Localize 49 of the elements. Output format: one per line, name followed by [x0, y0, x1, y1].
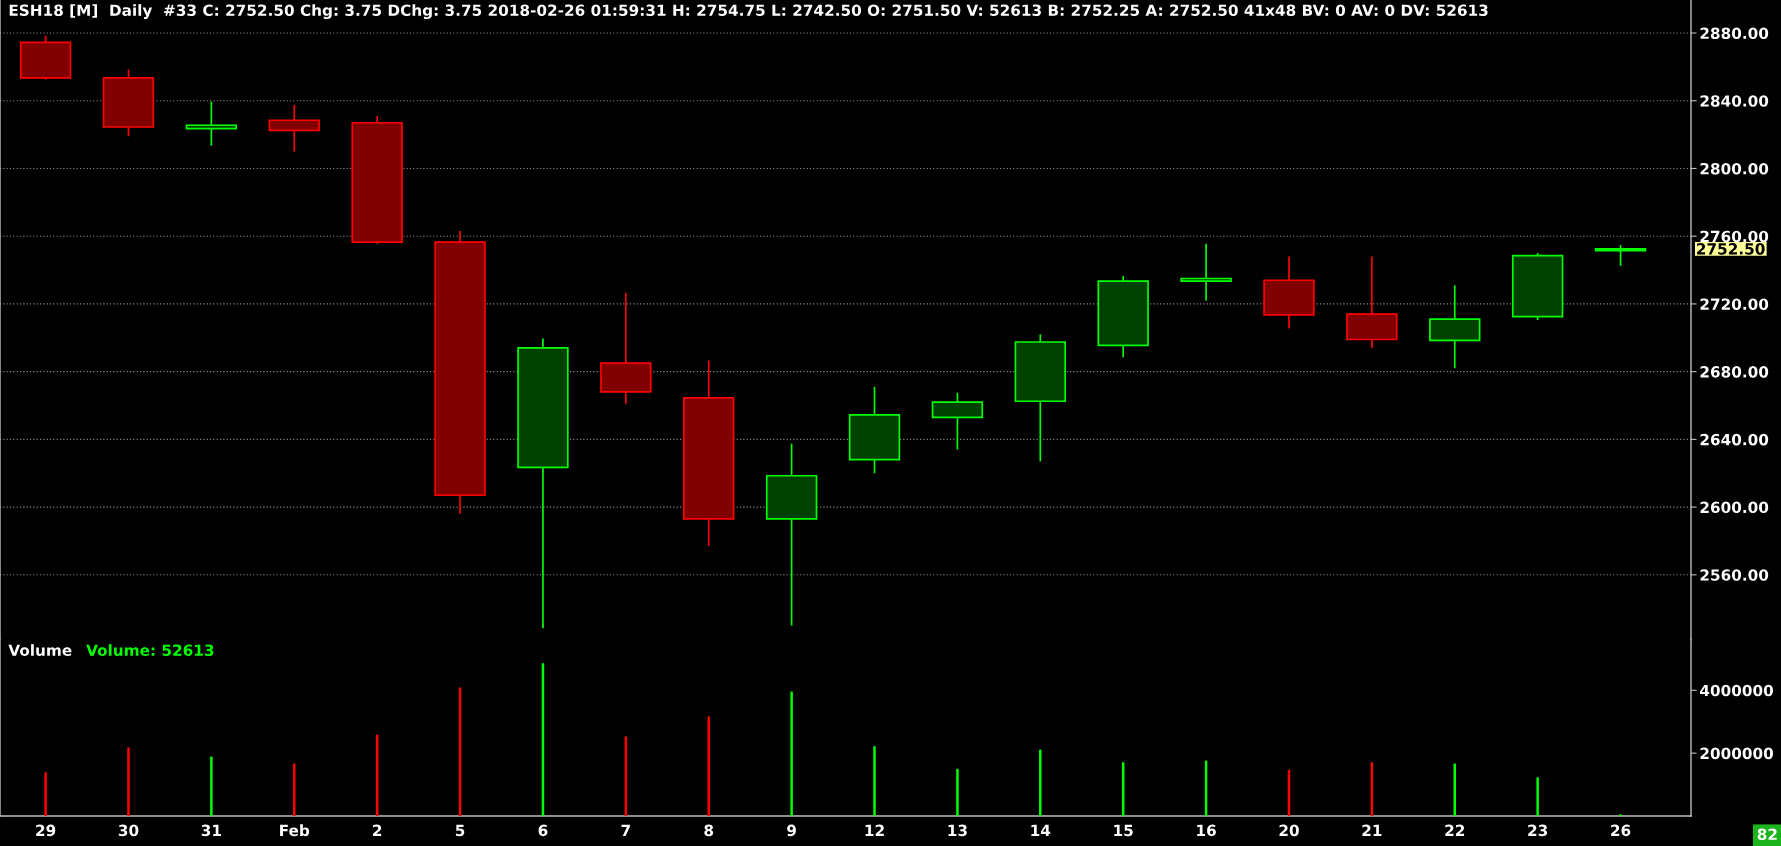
y-tick-label: 2840.00 — [1700, 95, 1769, 107]
bar — [210, 756, 213, 816]
x-tick-label: 5 — [455, 824, 465, 837]
x-tick-label: 26 — [1611, 824, 1631, 837]
bar — [956, 768, 959, 816]
y-tick-label: 2680.00 — [1700, 366, 1769, 378]
x-tick-label: 6 — [538, 824, 548, 837]
chart-title: ESH18 [M] Daily #33 C: 2752.50 Chg: 3.75 DChg: 3.75 2018-02-26 01:59:31 H: 2754.75 L: 2742.50 O: 2751.50 V: 52613 B: 2752.25 A: 2752.50 41x48 BV: 0 AV: 0 DV: 52613 — [9, 4, 1488, 20]
chart-title: Volume — [8, 644, 72, 656]
x-tick-label: 15 — [1114, 824, 1133, 837]
x-tick-label: 31 — [201, 824, 221, 837]
bar — [1536, 777, 1539, 816]
x-tick-label: 16 — [1197, 824, 1216, 837]
x-tick-label: 29 — [36, 824, 56, 837]
x-tick-label: 8 — [704, 824, 714, 837]
candlestick — [1180, 242, 1232, 302]
y-tick-label: 2600.00 — [1700, 501, 1769, 514]
x-tick-label: 14 — [1031, 824, 1051, 836]
x-tick-label: 9 — [787, 824, 796, 837]
candlestick — [185, 100, 238, 147]
candlestick — [1594, 244, 1647, 267]
x-tick-label: 23 — [1528, 824, 1548, 837]
y-tick-label: 2000000 — [1700, 747, 1774, 760]
x-tick-label: 21 — [1362, 824, 1382, 836]
text: 82 — [1757, 828, 1777, 841]
y-tick-label: 2880.00 — [1700, 27, 1769, 40]
x-tick-label: 7 — [621, 824, 630, 836]
bar — [790, 691, 793, 816]
y-tick-label: 2800.00 — [1700, 162, 1769, 175]
y-tick-label: 2640.00 — [1700, 433, 1769, 446]
y-tick-label: 2560.00 — [1700, 569, 1769, 581]
bar — [1039, 749, 1042, 816]
x-tick-label: 12 — [865, 824, 884, 836]
bar — [293, 763, 296, 816]
text: 2752.50 — [1697, 243, 1765, 255]
y-tick-label: 2720.00 — [1700, 298, 1769, 310]
x-tick-label: 2 — [373, 824, 382, 836]
x-tick-label: Feb — [280, 824, 310, 837]
x-tick-label: 20 — [1279, 824, 1299, 837]
bar — [44, 772, 47, 816]
bar — [873, 746, 876, 816]
y-tick-label: 2760.00 — [1700, 230, 1769, 243]
x-tick-label: 13 — [948, 824, 967, 837]
x-tick-label: 30 — [118, 824, 139, 837]
chart-subtitle: Volume: 52613 — [86, 644, 214, 656]
bar — [127, 747, 130, 816]
x-tick-label: 22 — [1445, 824, 1465, 836]
bar — [707, 716, 710, 816]
y-tick-label: 4000000 — [1700, 684, 1774, 697]
